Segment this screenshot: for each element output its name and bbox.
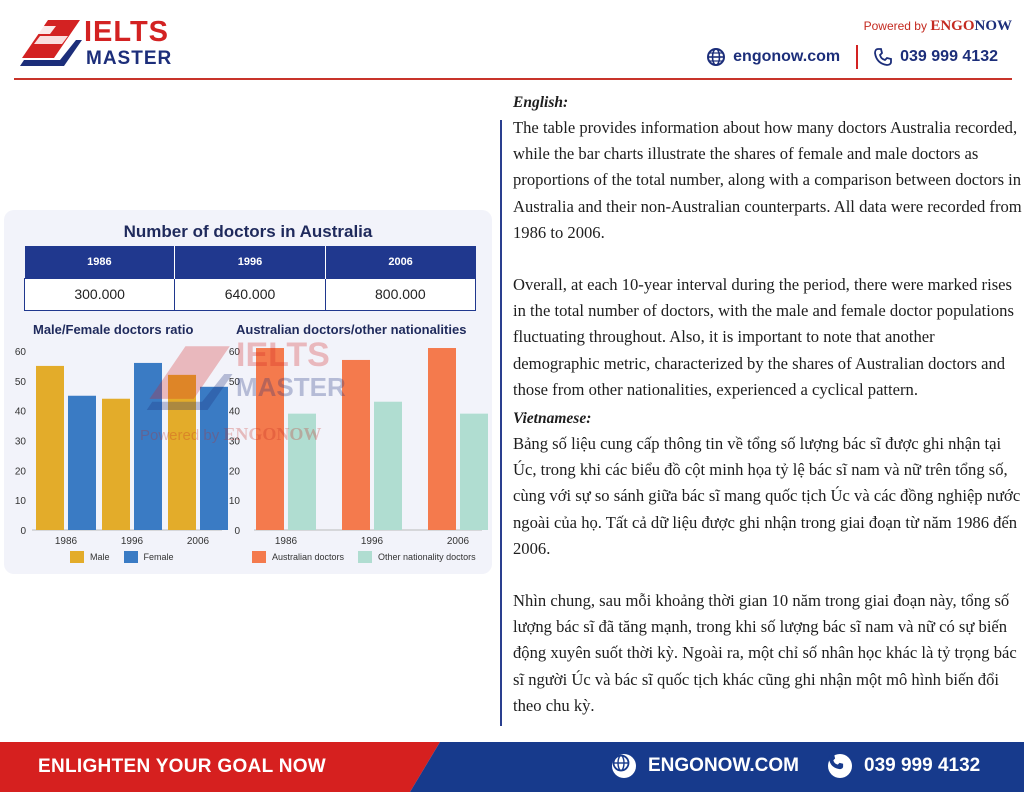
- legend-label: Australian doctors: [272, 552, 345, 562]
- bar-australian-doctors-2006: [428, 348, 456, 530]
- chart-title-nationality: Australian doctors/other nationalities: [236, 322, 467, 337]
- bar-male-1996: [102, 398, 130, 530]
- vietnamese-paragraph-2: Nhìn chung, sau mỗi khoảng thời gian 10 …: [513, 591, 1017, 715]
- footer-slogan: ENLIGHTEN YOUR GOAL NOW: [38, 756, 327, 777]
- y-tick-label: 20: [15, 466, 27, 477]
- footer-website-text: ENGONOW.COM: [648, 755, 799, 776]
- y-tick-label: 30: [229, 437, 241, 448]
- vietnamese-heading: Vietnamese:: [513, 410, 592, 428]
- y-tick-label: 10: [15, 496, 27, 507]
- logo-text-master: MASTER: [86, 48, 173, 69]
- footer-phone-link[interactable]: 039 999 4132: [828, 754, 980, 778]
- table-header-cell: 1996: [174, 246, 326, 278]
- logo-text-ielts: IELTS: [84, 16, 170, 48]
- bar-male-1986: [36, 365, 64, 530]
- header-contact: engonow.com 039 999 4132: [707, 44, 998, 70]
- table-row: 300.000 640.000 800.000: [23, 277, 477, 311]
- x-tick-label: 2006: [187, 536, 210, 547]
- bar-other-nationality-doctors-1996: [374, 401, 402, 530]
- globe-icon: [612, 754, 636, 778]
- brand-part-engo: ENGO: [930, 18, 975, 34]
- table-header-cell: 2006: [325, 246, 476, 278]
- page-footer: ENLIGHTEN YOUR GOAL NOW ENGONOW.COM 039 …: [0, 742, 1024, 792]
- phone-icon: [874, 48, 893, 66]
- legend-swatch: [123, 551, 138, 563]
- bar-other-nationality-doctors-2006: [460, 413, 488, 530]
- legend-item-australian: Australian doctors: [252, 551, 344, 563]
- legend-label: Female: [143, 552, 174, 562]
- legend-nationality: Australian doctors Other nationality doc…: [252, 551, 490, 563]
- bar-female-1986: [68, 395, 96, 530]
- paragraph-gap: [513, 246, 1023, 272]
- contact-divider: [856, 45, 859, 69]
- bar-australian-doctors-1986: [256, 348, 284, 530]
- doctors-table: 1986 1996 2006 300.000 640.000 800.000: [23, 246, 477, 311]
- text-accent-line: [500, 120, 502, 726]
- english-heading: English:: [513, 94, 569, 111]
- figure-card: Number of doctors in Australia 1986 1996…: [4, 210, 492, 574]
- legend-item-female: Female: [123, 551, 174, 563]
- y-tick-label: 30: [15, 437, 27, 448]
- header-phone-text: 039 999 4132: [900, 48, 998, 65]
- paragraph-gap: [513, 562, 1023, 588]
- brand-part-now: NOW: [974, 18, 1013, 34]
- y-tick-label: 60: [15, 347, 27, 358]
- bar-female-1996: [134, 362, 162, 530]
- english-paragraph-2: Overall, at each 10-year interval during…: [513, 275, 1014, 399]
- phone-icon: [828, 754, 852, 778]
- table-header-row: 1986 1996 2006: [24, 246, 476, 278]
- powered-by-prefix: Powered by: [863, 19, 927, 33]
- y-tick-label: 40: [15, 407, 27, 418]
- bar-female-2006: [200, 386, 228, 530]
- ielts-master-logo[interactable]: IELTS MASTER: [20, 14, 190, 70]
- table-cell: 800.000: [324, 277, 477, 311]
- legend-swatch: [358, 551, 373, 563]
- legend-item-male: Male: [70, 551, 110, 563]
- page-header: IELTS MASTER Powered by ENGONOW engonow.…: [0, 0, 1024, 80]
- chart-title-gender: Male/Female doctors ratio: [33, 322, 194, 337]
- bar-charts: 0 10 20 30 40 50 60 1986 1996 2006 0 10 20 30 40 50 60 19…: [15, 347, 488, 547]
- footer-phone-text: 039 999 4132: [864, 755, 981, 776]
- y-tick-label: 50: [229, 377, 241, 388]
- legend-item-other: Other nationality doctors: [358, 551, 476, 563]
- x-tick-label: 1986: [275, 536, 298, 547]
- legend-swatch: [70, 551, 84, 563]
- legend-gender: Male Female: [70, 551, 188, 563]
- x-tick-label: 1996: [121, 536, 144, 547]
- y-tick-label: 60: [229, 347, 241, 358]
- header-website-text: engonow.com: [733, 48, 841, 65]
- y-tick-label: 40: [229, 407, 241, 418]
- bar-male-2006: [168, 374, 196, 530]
- y-tick-label: 0: [20, 526, 26, 537]
- legend-swatch: [252, 551, 266, 563]
- figure-title: Number of doctors in Australia: [123, 222, 373, 241]
- y-tick-label: 20: [229, 466, 241, 477]
- table-header-cell: 1986: [24, 246, 176, 278]
- x-tick-label: 1986: [55, 536, 78, 547]
- y-tick-label: 0: [234, 526, 240, 537]
- powered-by-label: Powered by ENGONOW: [864, 18, 1012, 35]
- footer-website-link[interactable]: ENGONOW.COM: [612, 754, 799, 778]
- header-website-link[interactable]: engonow.com: [707, 48, 840, 66]
- x-tick-label: 2006: [447, 536, 470, 547]
- x-tick-label: 1996: [361, 536, 384, 547]
- header-divider: [14, 78, 1012, 80]
- bar-other-nationality-doctors-1986: [288, 413, 316, 530]
- footer-background: [0, 742, 1024, 792]
- logo-emblem-icon: [20, 20, 82, 66]
- vietnamese-paragraph-1: Bảng số liệu cung cấp thông tin về tổng …: [513, 434, 1021, 558]
- globe-icon: [707, 48, 726, 66]
- essay-text: English: The table provides information …: [513, 91, 1023, 719]
- y-tick-label: 50: [15, 377, 27, 388]
- y-tick-label: 10: [229, 496, 241, 507]
- engonow-brand: ENGONOW: [930, 18, 1012, 34]
- bar-australian-doctors-1996: [342, 359, 370, 530]
- table-cell: 640.000: [174, 277, 326, 311]
- table-cell: 300.000: [23, 277, 176, 311]
- legend-label: Other nationality doctors: [378, 552, 476, 562]
- english-paragraph-1: The table provides information about how…: [513, 118, 1022, 242]
- header-phone-link[interactable]: 039 999 4132: [874, 48, 998, 66]
- legend-label: Male: [90, 552, 110, 562]
